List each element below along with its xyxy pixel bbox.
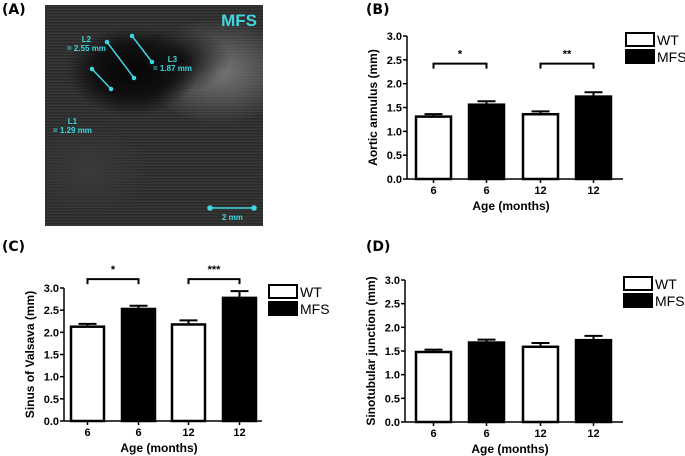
- legend-swatch-wt: [623, 276, 653, 291]
- svg-text:*: *: [458, 49, 463, 61]
- legend-label-wt: WT: [655, 275, 677, 292]
- svg-text:6: 6: [430, 185, 436, 197]
- legend-swatch-wt: [625, 32, 655, 47]
- legend-swatch-mfs: [268, 301, 298, 316]
- svg-text:1.0: 1.0: [44, 372, 59, 384]
- svg-text:3.0: 3.0: [387, 31, 402, 43]
- svg-text:12: 12: [182, 427, 194, 439]
- svg-text:Age (months): Age (months): [471, 442, 548, 456]
- svg-text:6: 6: [483, 185, 489, 197]
- svg-text:6: 6: [430, 428, 436, 440]
- svg-text:**: **: [563, 49, 572, 61]
- bar-wt-6: [414, 350, 453, 424]
- svg-text:2.5: 2.5: [385, 299, 400, 311]
- svg-text:2.0: 2.0: [387, 79, 402, 91]
- bar-mfs-12: [574, 338, 613, 424]
- svg-text:12: 12: [587, 185, 599, 197]
- legend-b: WT MFS: [625, 31, 685, 65]
- image-tag: MFS: [221, 11, 257, 30]
- bar-wt-12: [521, 345, 560, 424]
- measurement-lines: [89, 33, 257, 211]
- svg-text:12: 12: [534, 428, 546, 440]
- legend-c: WT MFS: [268, 283, 330, 317]
- svg-text:12: 12: [587, 428, 599, 440]
- svg-text:Sinotubular junction (mm): Sinotubular junction (mm): [364, 276, 378, 425]
- bar-wt-12: [170, 323, 207, 423]
- legend-label-wt: WT: [300, 283, 322, 300]
- svg-text:*: *: [111, 264, 116, 276]
- svg-text:Aortic annulus (mm): Aortic annulus (mm): [366, 49, 380, 166]
- svg-text:Age (months): Age (months): [120, 441, 197, 455]
- svg-text:6: 6: [84, 427, 90, 439]
- svg-text:1.0: 1.0: [387, 126, 402, 138]
- panel-label-b: (B): [366, 2, 390, 18]
- svg-text:2.0: 2.0: [385, 322, 400, 334]
- svg-text:0.5: 0.5: [387, 150, 402, 162]
- svg-text:2.5: 2.5: [44, 305, 59, 317]
- svg-text:Age (months): Age (months): [472, 199, 549, 213]
- panel-label-c: (C): [2, 239, 26, 255]
- svg-text:Sinus of Valsava (mm): Sinus of Valsava (mm): [23, 291, 37, 418]
- legend-label-mfs: MFS: [657, 48, 685, 65]
- svg-text:3.0: 3.0: [44, 283, 59, 295]
- legend-label-wt: WT: [657, 31, 679, 48]
- svg-text:1.0: 1.0: [385, 370, 400, 382]
- svg-text:6: 6: [135, 427, 141, 439]
- svg-text:1.5: 1.5: [44, 350, 59, 362]
- svg-text:6: 6: [483, 428, 489, 440]
- panel-label-a: (A): [2, 2, 26, 18]
- bar-mfs-6: [467, 103, 506, 181]
- svg-text:0.5: 0.5: [385, 393, 400, 405]
- ultrasound-image: MFS L2 = 2.55 mm L3 = 1.87 mm L1 = 1.29 mm …: [45, 5, 263, 226]
- svg-text:0.0: 0.0: [44, 416, 59, 428]
- measurement-l3: L3 = 1.87 mm: [153, 55, 192, 73]
- svg-text:1.5: 1.5: [385, 346, 400, 358]
- legend-d: WT MFS: [623, 275, 685, 309]
- svg-text:2.5: 2.5: [387, 55, 402, 67]
- legend-swatch-mfs: [625, 49, 655, 64]
- svg-text:3.0: 3.0: [385, 275, 400, 287]
- svg-text:0.0: 0.0: [385, 417, 400, 429]
- svg-text:1.5: 1.5: [387, 103, 402, 115]
- svg-text:***: ***: [208, 264, 222, 276]
- legend-swatch-mfs: [623, 293, 653, 308]
- svg-text:12: 12: [534, 185, 546, 197]
- bar-mfs-6: [467, 341, 506, 424]
- measurement-l2: L2 = 2.55 mm: [67, 35, 106, 53]
- panel-label-d: (D): [366, 239, 391, 255]
- legend-swatch-wt: [268, 284, 298, 299]
- legend-label-mfs: MFS: [300, 300, 330, 317]
- measurement-l1: L1 = 1.29 mm: [53, 117, 92, 135]
- legend-label-mfs: MFS: [655, 292, 685, 309]
- scale-bar-label: 2 mm: [222, 213, 243, 222]
- svg-text:0.0: 0.0: [387, 174, 402, 186]
- svg-text:2.0: 2.0: [44, 327, 59, 339]
- svg-text:0.5: 0.5: [44, 394, 59, 406]
- bar-mfs-12: [574, 95, 613, 181]
- bar-wt-6: [414, 115, 453, 181]
- svg-text:12: 12: [233, 427, 245, 439]
